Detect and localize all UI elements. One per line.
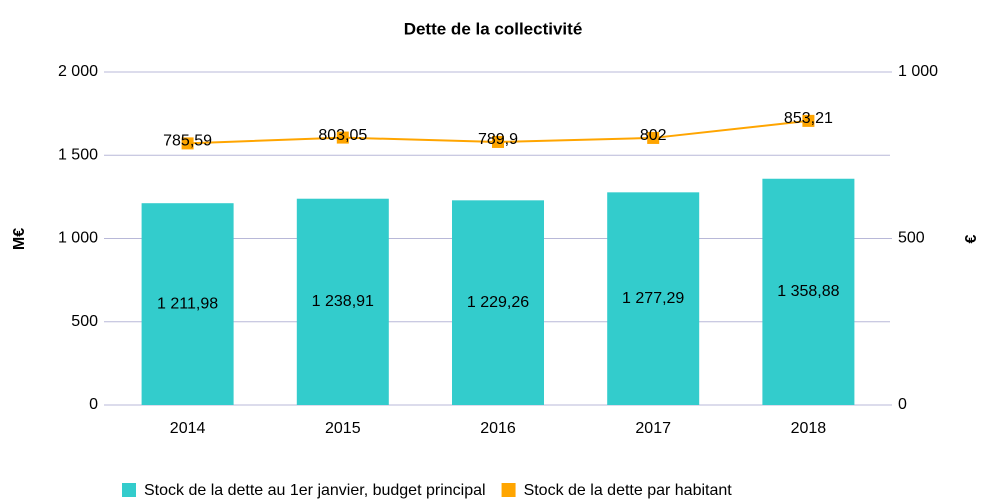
legend-label: Stock de la dette au 1er janvier, budget…: [144, 482, 486, 499]
bar: [452, 200, 544, 405]
line-value-label: 785,59: [163, 133, 212, 150]
legend-swatch: [501, 483, 516, 497]
line-marker: [647, 131, 660, 144]
line-value-label: 803,05: [318, 127, 367, 144]
x-tick-label: 2015: [325, 420, 361, 437]
x-tick-label: 2018: [791, 420, 827, 437]
y2-tick-label: 1 000: [898, 63, 938, 80]
bar-value-label: 1 277,29: [622, 290, 684, 307]
line-marker: [802, 114, 815, 127]
line-marker: [492, 135, 504, 148]
y2-tick-label: 0: [898, 396, 907, 413]
bar: [296, 198, 389, 405]
bar-value-label: 1 211,98: [157, 295, 218, 312]
x-tick-label: 2014: [170, 420, 206, 437]
legend-swatch: [122, 483, 136, 497]
y-tick-label: 2 000: [58, 63, 98, 80]
y-tick-label: 500: [71, 313, 98, 330]
y-tick-label: 0: [89, 396, 98, 413]
y2-axis-label: €: [963, 234, 980, 243]
line-marker: [181, 137, 194, 150]
line-value-label: 853,21: [784, 110, 833, 127]
y-tick-label: 1 000: [58, 230, 98, 247]
line-marker: [336, 131, 349, 144]
line-value-label: 802: [640, 127, 667, 144]
bar: [607, 192, 700, 405]
bar-value-label: 1 238,91: [312, 293, 374, 310]
y-tick-label: 1 500: [58, 146, 98, 163]
bar-value-label: 1 358,88: [777, 283, 839, 300]
line-value-label: 789,9: [478, 131, 518, 148]
x-tick-label: 2017: [635, 420, 671, 437]
bar: [141, 203, 234, 405]
legend-label: Stock de la dette par habitant: [524, 482, 733, 499]
x-tick-label: 2016: [480, 420, 516, 437]
y2-tick-label: 500: [898, 230, 925, 247]
bar-value-label: 1 229,26: [467, 294, 529, 311]
y-axis-label: M€: [11, 228, 28, 250]
bar: [762, 178, 855, 405]
chart-title: Dette de la collectivité: [404, 19, 583, 38]
